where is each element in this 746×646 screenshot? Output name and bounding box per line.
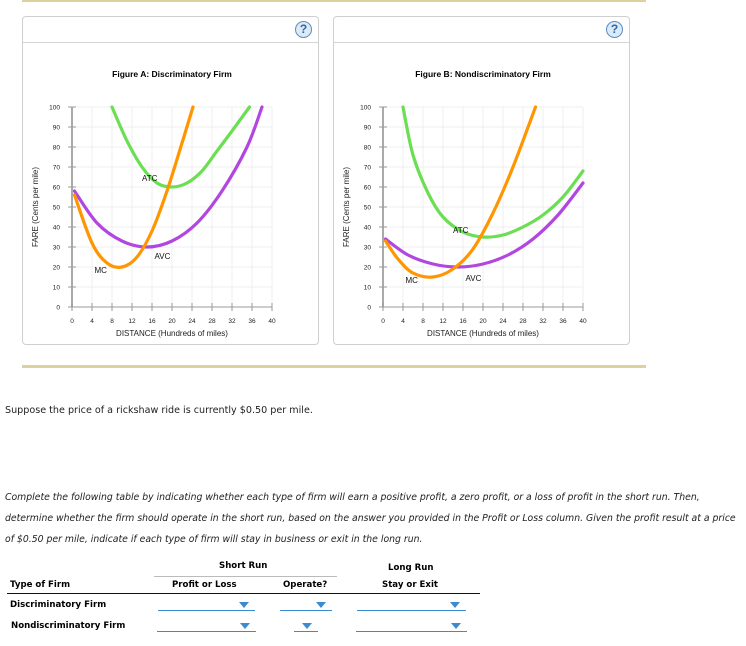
x-tick-label: 20	[168, 318, 176, 325]
x-tick-label: 8	[110, 318, 114, 325]
chevron-down-icon	[450, 602, 460, 608]
x-tick-label: 28	[519, 318, 527, 325]
x-tick-label: 40	[268, 318, 276, 325]
nondiscriminatory-operate-dropdown[interactable]	[294, 621, 318, 632]
x-tick-label: 40	[579, 318, 587, 325]
price-prompt: Suppose the price of a rickshaw ride is …	[5, 405, 313, 416]
x-tick-label: 4	[401, 318, 405, 325]
x-tick-label: 36	[248, 318, 256, 325]
curve-mc	[72, 105, 195, 269]
y-tick-label: 30	[364, 244, 372, 251]
curve-label-avc: AVC	[466, 274, 482, 283]
header-operate: Operate?	[283, 580, 328, 590]
y-tick-label: 50	[53, 204, 61, 211]
curve-label-atc: ATC	[453, 226, 469, 235]
x-tick-label: 32	[539, 318, 547, 325]
instructions-text: Complete the following table by indicati…	[5, 492, 736, 545]
x-tick-label: 36	[559, 318, 567, 325]
figure-a-panel: ? Figure A: Discriminatory Firm 0 10 20 30 40…	[22, 16, 319, 345]
help-icon[interactable]: ?	[295, 21, 312, 38]
y-tick-label: 50	[364, 204, 372, 211]
figure-b-chart: Figure B: Nondiscriminatory Firm 0 10 20 30 4…	[342, 69, 587, 338]
y-tick-label: 60	[364, 184, 372, 191]
section-divider	[22, 365, 646, 368]
curve-label-mc: MC	[406, 276, 419, 285]
x-tick-label: 12	[128, 318, 136, 325]
chevron-down-icon	[302, 623, 312, 629]
curve-label-atc: ATC	[142, 174, 158, 183]
x-tick-label: 28	[208, 318, 216, 325]
table-header-rule	[7, 593, 480, 594]
top-divider	[22, 0, 646, 2]
y-tick-label: 60	[53, 184, 61, 191]
x-tick-label: 12	[439, 318, 447, 325]
x-tick-label: 24	[188, 318, 196, 325]
figure-a-chart: Figure A: Discriminatory Firm01020304050…	[31, 69, 276, 338]
answer-table: Short Run Long Run Type of Firm Profit o…	[0, 560, 490, 646]
y-axis-label: FARE (Cents per mile)	[31, 167, 40, 247]
y-tick-label: 40	[53, 224, 61, 231]
y-tick-label: 10	[364, 284, 372, 291]
header-type-of-firm: Type of Firm	[10, 580, 71, 590]
y-tick-label: 40	[364, 224, 372, 231]
header-profit-or-loss: Profit or Loss	[172, 580, 237, 590]
curve-atc	[401, 105, 585, 239]
curve-atc	[110, 105, 252, 189]
curve-mc	[383, 105, 538, 279]
curve-label-mc: MC	[95, 266, 108, 275]
figure-b-header: ?	[334, 17, 629, 43]
y-tick-label: 30	[53, 244, 61, 251]
x-tick-label: 20	[479, 318, 487, 325]
y-axis-label: FARE (Cents per mile)	[342, 167, 351, 247]
discriminatory-stay-dropdown[interactable]	[357, 600, 466, 611]
curve-label-avc: AVC	[155, 252, 171, 261]
header-long-run: Long Run	[388, 563, 434, 573]
x-tick-label: 32	[228, 318, 236, 325]
chevron-down-icon	[451, 623, 461, 629]
curve-avc	[383, 181, 585, 269]
chart-title: Figure B: Nondiscriminatory Firm	[415, 69, 551, 79]
y-tick-label: 80	[364, 144, 372, 151]
y-tick-label: 10	[53, 284, 61, 291]
x-tick-label: 16	[459, 318, 467, 325]
chevron-down-icon	[239, 602, 249, 608]
x-tick-label: 16	[148, 318, 156, 325]
y-tick-label: 70	[53, 164, 61, 171]
discriminatory-profit-dropdown[interactable]	[158, 600, 255, 611]
x-tick-label: 8	[421, 318, 425, 325]
x-axis-label: DISTANCE (Hundreds of miles)	[427, 329, 539, 338]
y-tick-label: 80	[53, 144, 61, 151]
x-tick-label: 24	[499, 318, 507, 325]
y-tick-label: 70	[364, 164, 372, 171]
x-tick-label: 0	[70, 318, 74, 325]
x-tick-label: 4	[90, 318, 94, 325]
short-run-underline	[154, 576, 337, 577]
row-label-discriminatory: Discriminatory Firm	[10, 600, 107, 610]
figure-b-panel: ? Figure B: Nondiscriminatory Firm 0 10 20 3…	[333, 16, 630, 345]
y-tick-label: 0	[56, 304, 60, 311]
header-short-run: Short Run	[219, 561, 268, 571]
figure-a-header: ?	[23, 17, 318, 43]
curve-avc	[72, 105, 264, 249]
y-tick-label: 0	[367, 304, 371, 311]
y-tick-label: 100	[360, 104, 371, 111]
y-tick-label: 100	[49, 104, 60, 111]
y-tick-label: 20	[364, 264, 372, 271]
y-tick-label: 20	[53, 264, 61, 271]
y-tick-label: 90	[364, 124, 372, 131]
x-axis-label: DISTANCE (Hundreds of miles)	[116, 329, 228, 338]
x-tick-label: 0	[381, 318, 385, 325]
y-tick-label: 90	[53, 124, 61, 131]
nondiscriminatory-profit-dropdown[interactable]	[157, 621, 256, 632]
help-icon[interactable]: ?	[606, 21, 623, 38]
chevron-down-icon	[240, 623, 250, 629]
chart-title: Figure A: Discriminatory Firm	[112, 69, 232, 79]
discriminatory-operate-dropdown[interactable]	[280, 600, 332, 611]
chevron-down-icon	[316, 602, 326, 608]
header-stay-or-exit: Stay or Exit	[382, 580, 439, 590]
nondiscriminatory-stay-dropdown[interactable]	[356, 621, 467, 632]
row-label-nondiscriminatory: Nondiscriminatory Firm	[11, 621, 126, 631]
